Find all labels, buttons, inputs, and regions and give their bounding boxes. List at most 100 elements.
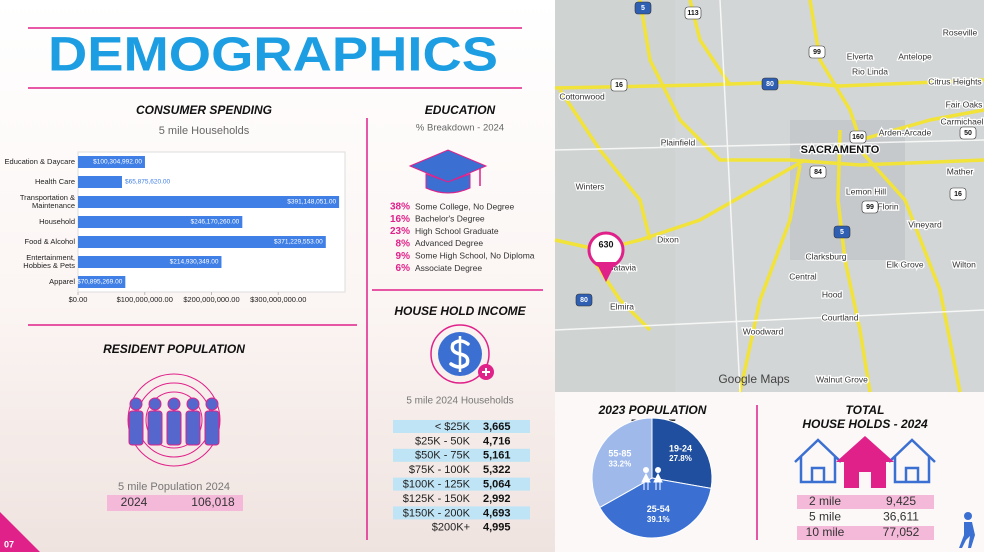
education-percent: 6% — [396, 263, 411, 274]
place-label: Walnut Grove — [816, 374, 868, 384]
pin-label: 630 — [598, 239, 613, 249]
highway-shield — [808, 45, 826, 59]
place-label: Roseville — [943, 27, 978, 37]
icon-part — [655, 467, 661, 473]
highway-shield — [861, 200, 879, 214]
data-label: 33.2% — [609, 459, 632, 468]
education-percent: 8% — [396, 239, 411, 250]
highway-label: 160 — [852, 134, 864, 141]
row-background — [393, 420, 530, 433]
income-bracket: $200K+ — [432, 522, 470, 534]
place-label: Wilton — [952, 259, 976, 269]
education-label: Some High School, No Diploma — [415, 250, 535, 260]
highway-shield — [634, 1, 652, 15]
highway-shield — [761, 77, 779, 91]
section-subtitle: 5 mile Households — [159, 125, 250, 137]
place-label: Elmira — [610, 301, 634, 311]
place-label: Courtland — [822, 312, 859, 322]
data-label: $246,170,260.00 — [191, 219, 240, 226]
label-box: Health Care — [35, 178, 75, 186]
data-label: $391,148,051.00 — [287, 199, 336, 206]
place-label: Elverta — [847, 51, 874, 61]
income-bracket: $75K - 100K — [409, 464, 471, 476]
x-tick-label: $0.00 — [69, 295, 88, 304]
map-pin — [587, 231, 625, 282]
slice-label: 25-54 — [647, 504, 670, 514]
data-label: 27.8% — [669, 454, 692, 463]
slice-label: 55-85 — [608, 449, 631, 459]
data-label: $214,930,349.00 — [170, 259, 219, 266]
label-box: Apparel — [49, 278, 75, 286]
highway-label: 5 — [840, 229, 844, 236]
highway-label: 16 — [954, 191, 962, 198]
education-label: Associate Degree — [415, 263, 482, 273]
education-percent: 38% — [390, 202, 410, 213]
section-subtitle: 5 mile Population 2024 — [118, 481, 230, 493]
section-title: EDUCATION — [425, 103, 496, 117]
place-label: Antelope — [898, 51, 932, 61]
section-subtitle: % Breakdown - 2024 — [416, 123, 504, 134]
highway-label: 80 — [766, 81, 774, 88]
data-label: $65,875,620.00 — [125, 179, 171, 186]
row-background — [797, 526, 934, 540]
highway-shield — [684, 6, 702, 20]
education-percent: 16% — [390, 214, 410, 225]
education-label: Bachelor's Degree — [415, 214, 485, 224]
highway-label: 99 — [866, 204, 874, 211]
highway-shield — [833, 225, 851, 239]
row-background — [107, 495, 243, 511]
highway-shield — [959, 126, 977, 140]
walker-icon — [959, 512, 975, 548]
y-tick-label: Transportation & Maintenance — [19, 193, 75, 210]
data-label: $371,229,553.00 — [274, 239, 323, 246]
place-label: Lemon Hill — [846, 186, 886, 196]
education-label: Advanced Degree — [415, 238, 483, 248]
highway-label: 5 — [641, 5, 645, 12]
bar — [78, 176, 122, 188]
x-tick-label: $200,000,000.00 — [183, 295, 239, 304]
income-count: 4,693 — [483, 507, 511, 519]
place-label: Central — [789, 271, 817, 281]
radius-label: 2 mile — [809, 494, 841, 508]
section-title: RESIDENT POPULATION — [103, 342, 245, 356]
data-label: $100,304,992.00 — [93, 159, 142, 166]
y-tick-label: Entertainment, Hobbies & Pets — [23, 253, 75, 270]
place-label: Florin — [877, 201, 899, 211]
highway-label: 84 — [814, 169, 822, 176]
y-tick-label: Household — [39, 217, 75, 226]
place-label: Elk Grove — [886, 259, 924, 269]
income-count: 5,161 — [483, 450, 511, 462]
income-count: 3,665 — [483, 421, 511, 433]
highway-shield — [809, 165, 827, 179]
income-bracket: < $25K — [435, 421, 471, 433]
income-count: 2,992 — [483, 493, 511, 505]
income-bracket: $100K - 125K — [403, 479, 471, 491]
place-label: Dixon — [657, 234, 679, 244]
section-title: HOUSE HOLDS - 2024 — [802, 417, 928, 431]
highway-label: 99 — [813, 49, 821, 56]
population-value: 106,018 — [191, 495, 235, 509]
houses-icon — [794, 436, 936, 488]
data-label: $70,895,269.00 — [77, 279, 123, 286]
income-bracket: $150K - 200K — [403, 507, 471, 519]
pie-slice — [651, 417, 713, 489]
place-label: Mather — [947, 166, 974, 176]
education-percent: 23% — [390, 226, 410, 237]
label-box: Education & Daycare — [5, 158, 75, 166]
income-count: 4,995 — [483, 522, 511, 534]
people-icon — [127, 373, 221, 467]
place-label: Rio Linda — [852, 66, 888, 76]
label-box: Food & Alcohol — [25, 238, 75, 246]
row-background — [393, 506, 530, 520]
household-count: 77,052 — [883, 525, 920, 539]
income-count: 4,716 — [483, 435, 511, 447]
icon-part — [641, 472, 651, 490]
household-count: 9,425 — [886, 494, 916, 508]
section-subtitle: 5 mile 2024 Households — [406, 396, 513, 407]
section-title: TOTAL — [846, 403, 885, 417]
bar — [78, 236, 326, 248]
radius-label: 5 mile — [809, 510, 841, 524]
place-label: Clarksburg — [805, 251, 846, 261]
section-title: CONSUMER SPENDING — [136, 103, 272, 117]
